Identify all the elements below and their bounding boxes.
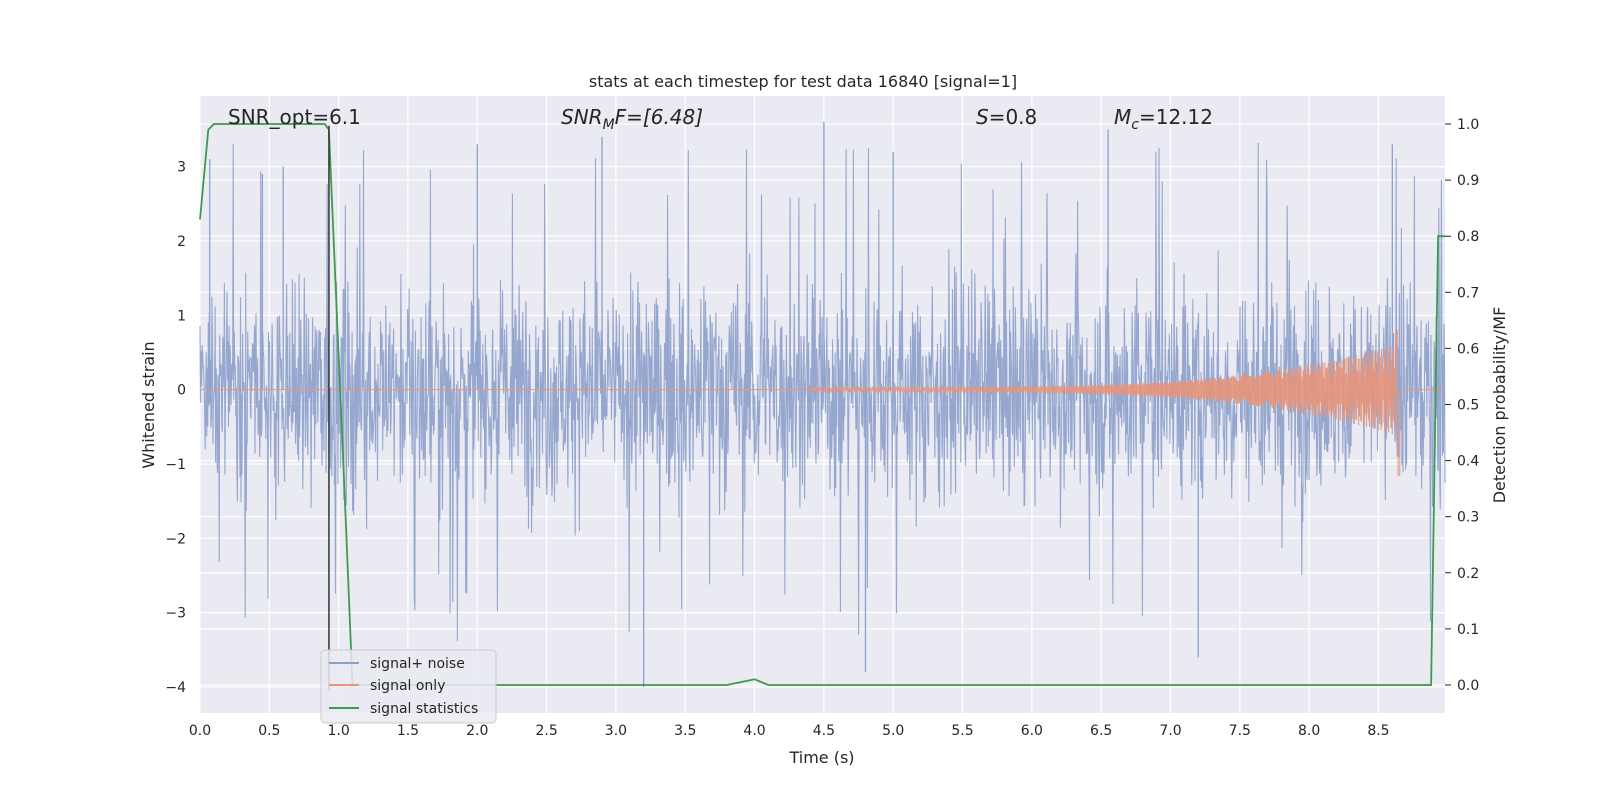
- y-tick-label-right: 0.1: [1457, 622, 1479, 638]
- annotation-snr-mf: SNRMF=[6.48]: [561, 105, 703, 133]
- y-tick-label-right: 0.3: [1457, 510, 1479, 526]
- x-tick-label: 7.0: [1159, 723, 1181, 739]
- annotation-s-main: S: [976, 105, 989, 129]
- x-axis-label: Time (s): [788, 748, 854, 767]
- grid: [199, 96, 1445, 713]
- legend-label-signal: signal only: [370, 678, 445, 694]
- x-tick-label: 1.5: [397, 723, 419, 739]
- y-tick-label: −4: [165, 680, 186, 696]
- y-tick-label-right: 0.9: [1457, 173, 1479, 189]
- x-tick-label: 8.5: [1367, 723, 1389, 739]
- y-tick-label-right: 0.4: [1457, 454, 1479, 470]
- y-tick-label: −3: [165, 606, 186, 622]
- y-tick-label-right: 0.8: [1457, 229, 1479, 245]
- y-tick-label-right: 1.0: [1457, 117, 1479, 133]
- annotation-snr-mf-main: SNR: [561, 105, 603, 129]
- y-tick-label-right: 0.2: [1457, 566, 1479, 582]
- legend-box: [320, 649, 497, 724]
- legend: signal+ noise signal only signal statist…: [320, 649, 497, 724]
- statistics-line: [199, 123, 1445, 686]
- chart-title: stats at each timestep for test data 168…: [589, 72, 1017, 91]
- noise-line: [199, 142, 1446, 642]
- annotation-mc-main: M: [1114, 105, 1131, 129]
- signal-series: [200, 329, 1445, 476]
- annotation-snr-mf-rest: F=[6.48]: [615, 105, 703, 129]
- x-tick-label: 8.0: [1298, 723, 1320, 739]
- x-tick-label: 3.5: [674, 723, 696, 739]
- x-tick-label: 2.5: [535, 723, 557, 739]
- x-tick-label: 1.0: [328, 723, 350, 739]
- y-tick-label-right: 0.0: [1457, 678, 1479, 694]
- y-tick-label: 0: [177, 383, 186, 399]
- y-tick-label-right: 0.6: [1457, 341, 1479, 357]
- legend-label-statistics: signal statistics: [370, 701, 478, 717]
- annotation-mc-rest: =12.12: [1139, 105, 1213, 129]
- annotation-mc: Mc=12.12: [1114, 105, 1213, 133]
- x-tick-label: 7.5: [1229, 723, 1251, 739]
- x-ticks: 0.0 0.5 1.0 1.5 2.0 2.5 3.0 3.5 4.0 4.5 5.0 5.5 6.0 6…: [189, 723, 1390, 739]
- y-tick-label: 3: [177, 160, 186, 176]
- x-tick-label: 5.0: [882, 723, 904, 739]
- x-tick-label: 3.0: [605, 723, 627, 739]
- y-axis-label: Whitened strain: [139, 341, 158, 468]
- x-tick-label: 5.5: [951, 723, 973, 739]
- annotation-s-rest: =0.8: [989, 105, 1038, 129]
- annotation-snr-opt: SNR_opt=6.1: [228, 105, 361, 129]
- noise-series: [199, 122, 1446, 687]
- y-ticks: −4 −3 −2 −1 0 1 2 3: [165, 160, 186, 696]
- x-tick-label: 6.5: [1090, 723, 1112, 739]
- signal-line: [200, 329, 1445, 476]
- y-tick-label: −1: [165, 457, 186, 473]
- y-axis-label-right: Detection probability/MF: [1490, 307, 1509, 504]
- statistics-series: [199, 123, 1445, 686]
- x-tick-label: 6.0: [1021, 723, 1043, 739]
- annotation-mc-sub: c: [1131, 117, 1139, 133]
- y-tick-label: 1: [177, 308, 186, 324]
- x-tick-label: 0.5: [258, 723, 280, 739]
- x-tick-label: 2.0: [466, 723, 488, 739]
- y-tick-label-right: 0.7: [1457, 285, 1479, 301]
- y-ticks-right: 0.0 0.1 0.2 0.3 0.4 0.5 0.6 0.7 0.8 0.9 1.0: [1445, 117, 1479, 694]
- y-tick-label: −2: [165, 531, 186, 547]
- annotation-s: S=0.8: [976, 105, 1037, 129]
- x-tick-label: 0.0: [189, 723, 211, 739]
- x-tick-label: 4.0: [743, 723, 765, 739]
- y-tick-label: 2: [177, 234, 186, 250]
- legend-label-noise: signal+ noise: [370, 656, 465, 672]
- x-tick-label: 4.5: [813, 723, 835, 739]
- y-tick-label-right: 0.5: [1457, 398, 1479, 414]
- annotation-snr-mf-sub: M: [603, 117, 615, 133]
